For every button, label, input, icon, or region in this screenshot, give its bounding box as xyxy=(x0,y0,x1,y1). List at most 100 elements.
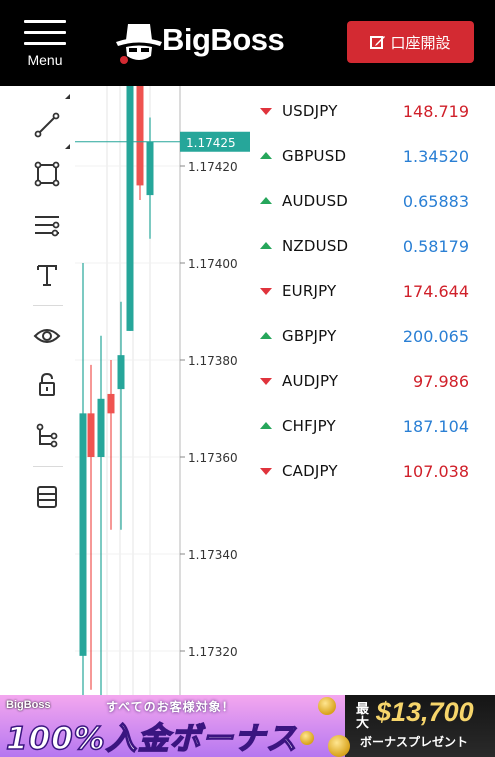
rectangle-tool[interactable] xyxy=(30,157,64,191)
price-value: 174.644 xyxy=(402,282,469,301)
candle-body xyxy=(87,413,95,457)
current-price-label: 1.17425 xyxy=(186,136,236,150)
banner-right-panel xyxy=(345,695,495,757)
triangle-up-icon xyxy=(260,242,272,249)
symbol-label: NZDUSD xyxy=(282,237,349,255)
visibility-tool[interactable] xyxy=(30,319,64,353)
axis-tick-label: 1.17340 xyxy=(188,548,238,562)
banner-present: ボーナスプレゼント xyxy=(360,735,469,749)
axis-tick-label: 1.17380 xyxy=(188,354,238,368)
menu-label: Menu xyxy=(27,52,63,68)
banner-amount: $13,700 xyxy=(376,697,474,727)
drawing-toolbar xyxy=(0,86,75,695)
menu-button[interactable]: Menu xyxy=(22,18,68,72)
banner-max-label: 最大 xyxy=(356,702,370,731)
settings-lines-tool[interactable] xyxy=(30,208,64,242)
sliders-icon xyxy=(35,216,60,237)
top-header: Menu BigBoss 口座開設 xyxy=(0,0,495,86)
layers-icon xyxy=(37,486,57,508)
watchlist-row-chfjpy[interactable]: CHFJPY 187.104 xyxy=(250,409,495,445)
coin-icon xyxy=(328,735,350,757)
watchlist-row-eurjpy[interactable]: EURJPY 174.644 xyxy=(250,274,495,310)
open-account-label: 口座開設 xyxy=(390,33,451,52)
triangle-up-icon xyxy=(260,197,272,204)
hamburger-icon xyxy=(24,42,66,45)
bigboss-logo[interactable]: BigBoss xyxy=(114,18,304,68)
triangle-down-icon xyxy=(260,378,272,385)
axis-tick-label: 1.17360 xyxy=(188,451,238,465)
rectangle-icon xyxy=(34,161,60,187)
symbol-label: CHFJPY xyxy=(282,417,336,435)
watchlist-row-nzdusd[interactable]: NZDUSD 0.58179 xyxy=(250,229,495,265)
coin-icon xyxy=(318,697,336,715)
eye-icon xyxy=(33,329,61,343)
symbol-label: GBPJPY xyxy=(282,327,337,345)
candle-body xyxy=(117,355,125,390)
tree-icon xyxy=(36,423,58,448)
watchlist-panel: USDJPY 148.719 GBPUSD 1.34520 AUDUSD 0.65883 N… xyxy=(250,86,495,695)
axis-tick-label: 1.17400 xyxy=(188,257,238,271)
corner-marker-icon xyxy=(65,94,70,99)
candlestick-chart[interactable]: 1.17420 1.17400 1.17380 1.17360 1.17340 1.173… xyxy=(75,86,250,695)
price-chart[interactable]: 1.17420 1.17400 1.17380 1.17360 1.17340 1.173… xyxy=(75,86,250,695)
symbol-label: GBPUSD xyxy=(282,147,347,165)
banner-headline: 100%入金ボーナス xyxy=(5,720,298,757)
boss-hat-icon xyxy=(116,24,162,64)
banner-left-panel xyxy=(0,695,345,757)
price-value: 200.065 xyxy=(402,327,469,346)
toolbar-separator xyxy=(33,305,63,306)
coin-icon xyxy=(300,731,314,745)
price-value: 187.104 xyxy=(402,417,469,436)
watchlist-row-usdjpy[interactable]: USDJPY 148.719 xyxy=(250,94,495,130)
candle-body xyxy=(126,86,134,331)
text-tool[interactable] xyxy=(30,258,64,292)
triangle-up-icon xyxy=(260,152,272,159)
trend-line-icon xyxy=(34,112,60,138)
tree-tool[interactable] xyxy=(30,419,64,453)
current-price-tag xyxy=(180,131,250,152)
banner-logo: BigBoss xyxy=(6,699,51,711)
banner-subtitle: すべてのお客様対象！ xyxy=(106,700,235,714)
symbol-label: CADJPY xyxy=(282,462,338,480)
watchlist-row-gbpjpy[interactable]: GBPJPY 200.065 xyxy=(250,319,495,355)
triangle-up-icon xyxy=(260,422,272,429)
symbol-label: AUDUSD xyxy=(282,192,349,210)
candle-body xyxy=(97,398,105,457)
triangle-down-icon xyxy=(260,108,272,115)
symbol-label: AUDJPY xyxy=(282,372,339,390)
corner-marker-icon xyxy=(65,144,70,149)
price-value: 107.038 xyxy=(402,462,469,481)
watchlist-row-cadjpy[interactable]: CADJPY 107.038 xyxy=(250,454,495,490)
text-icon xyxy=(37,265,57,286)
layers-tool[interactable] xyxy=(30,480,64,514)
lock-tool[interactable] xyxy=(30,368,64,402)
candle-body xyxy=(79,413,87,656)
edit-icon xyxy=(370,36,386,49)
watchlist-row-gbpusd[interactable]: GBPUSD 1.34520 xyxy=(250,139,495,175)
symbol-label: USDJPY xyxy=(282,102,338,120)
triangle-up-icon xyxy=(260,332,272,339)
symbol-label: EURJPY xyxy=(282,282,337,300)
watchlist-row-audusd[interactable]: AUDUSD 0.65883 xyxy=(250,184,495,220)
triangle-down-icon xyxy=(260,288,272,295)
axis-tick-label: 1.17420 xyxy=(188,160,238,174)
toolbar-separator xyxy=(33,466,63,467)
candle-body xyxy=(107,393,115,414)
trend-line-tool[interactable] xyxy=(30,108,64,142)
triangle-down-icon xyxy=(260,468,272,475)
price-value: 97.986 xyxy=(413,372,469,391)
logo-text: BigBoss xyxy=(162,22,285,57)
promo-banner[interactable]: BigBoss すべてのお客様対象！ 100%入金ボーナス 最大 $13,700… xyxy=(0,695,495,757)
candle-body xyxy=(136,86,144,186)
price-value: 0.58179 xyxy=(402,237,469,256)
price-value: 148.719 xyxy=(402,102,469,121)
axis-tick-label: 1.17320 xyxy=(188,645,238,659)
watchlist-row-audjpy[interactable]: AUDJPY 97.986 xyxy=(250,364,495,400)
price-value: 0.65883 xyxy=(402,192,469,211)
lock-icon xyxy=(39,372,55,396)
price-value: 1.34520 xyxy=(402,147,469,166)
hamburger-icon xyxy=(24,20,66,23)
candle-body xyxy=(146,141,154,196)
open-account-button[interactable]: 口座開設 xyxy=(347,21,474,63)
